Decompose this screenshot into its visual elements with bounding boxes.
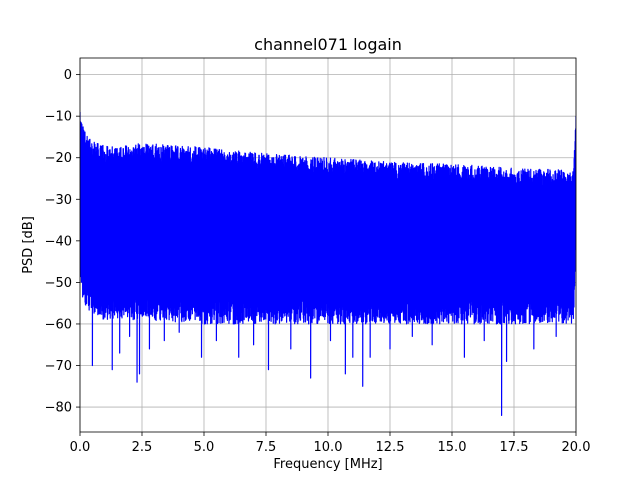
x-axis-ticks: 0.0 2.5 5.0 7.5 10.0 12.5 15.0 17.5 20.0 <box>70 432 591 455</box>
x-axis-label: Frequency [MHz] <box>273 457 382 472</box>
x-tick-label: 7.5 <box>256 440 277 455</box>
y-axis-label: PSD [dB] <box>21 216 36 274</box>
x-tick-label: 20.0 <box>562 440 591 455</box>
x-tick-label: 10.0 <box>314 440 343 455</box>
chart-title: channel071 logain <box>254 35 402 54</box>
x-tick-label: 12.5 <box>376 440 405 455</box>
y-tick-label: −30 <box>45 193 72 208</box>
y-tick-label: 0 <box>64 68 72 83</box>
psd-plot-area <box>80 112 576 416</box>
y-axis-ticks: 0 −10 −20 −30 −40 −50 −60 −70 −80 <box>45 68 80 416</box>
y-tick-label: −70 <box>45 359 72 374</box>
x-tick-label: 5.0 <box>194 440 215 455</box>
x-tick-label: 15.0 <box>438 440 467 455</box>
psd-series-line <box>80 112 576 416</box>
x-tick-label: 0.0 <box>70 440 91 455</box>
x-tick-label: 2.5 <box>132 440 153 455</box>
y-tick-label: −50 <box>45 276 72 291</box>
y-tick-label: −20 <box>45 151 72 166</box>
psd-series <box>80 112 576 416</box>
y-tick-label: −60 <box>45 317 72 332</box>
y-tick-label: −40 <box>45 234 72 249</box>
x-tick-label: 17.5 <box>500 440 529 455</box>
y-tick-label: −80 <box>45 401 72 416</box>
y-tick-label: −10 <box>45 110 72 125</box>
